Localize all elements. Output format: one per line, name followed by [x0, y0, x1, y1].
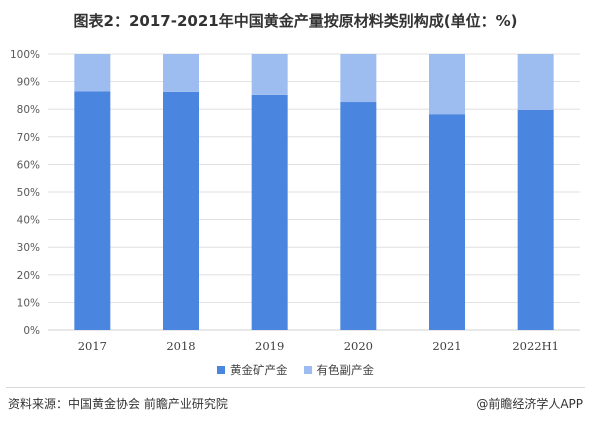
- bar-segment-series2: [517, 54, 554, 110]
- bar-segment-series2: [74, 54, 111, 92]
- y-tick-label: 100%: [10, 49, 40, 61]
- credit-note: @前瞻经济学人APP: [476, 397, 583, 411]
- bar-segment-series1: [429, 114, 465, 330]
- footer-divider: [6, 387, 585, 388]
- bar-segment-series2: [340, 54, 377, 103]
- chart-title: 图表2：2017-2021年中国黄金产量按原材料类别构成(单位：%): [73, 12, 518, 30]
- legend-swatch: [217, 366, 225, 374]
- x-tick-label: 2017: [78, 339, 107, 353]
- y-tick-label: 20%: [17, 270, 40, 282]
- bar-segment-series1: [517, 109, 554, 330]
- grid-layer: [48, 53, 580, 331]
- x-tick-label: 2022H1: [512, 339, 559, 353]
- x-tick-label: 2019: [255, 339, 284, 353]
- bar-segment-series2: [429, 54, 465, 115]
- bar-segment-series1: [163, 91, 199, 330]
- x-tick-label: 2021: [432, 339, 461, 353]
- legend-item-series2: 有色副产金: [303, 362, 375, 378]
- source-note: 资料来源：中国黄金协会 前瞻产业研究院: [8, 397, 228, 411]
- x-tick-label: 2018: [166, 339, 195, 353]
- legend-swatch: [303, 366, 312, 374]
- y-tick-label: 90%: [17, 77, 40, 89]
- bar-segment-series2: [251, 54, 288, 95]
- bar-layer: [74, 54, 554, 331]
- bar-segment-series1: [340, 102, 377, 330]
- legend-item-series1: 黄金矿产金: [217, 362, 288, 378]
- y-tick-label: 80%: [17, 104, 40, 116]
- y-tick-label: 30%: [17, 242, 40, 254]
- x-tick-label: 2020: [344, 339, 373, 353]
- y-tick-label: 60%: [17, 159, 40, 171]
- bar-segment-series1: [251, 94, 288, 331]
- axis-layer: 0% 10% 20% 30% 40% 50% 60% 70% 80% 90% 100% 2017 201…: [10, 49, 559, 353]
- legend-label: 黄金矿产金: [230, 363, 288, 377]
- legend: 黄金矿产金 有色副产金: [0, 362, 591, 378]
- y-tick-label: 40%: [17, 215, 40, 227]
- y-tick-label: 0%: [23, 325, 40, 337]
- legend-label: 有色副产金: [316, 363, 375, 377]
- bar-segment-series1: [74, 91, 111, 330]
- bar-segment-series2: [163, 54, 199, 92]
- y-tick-label: 10%: [17, 297, 40, 309]
- y-tick-label: 50%: [17, 187, 40, 199]
- y-tick-label: 70%: [17, 132, 40, 144]
